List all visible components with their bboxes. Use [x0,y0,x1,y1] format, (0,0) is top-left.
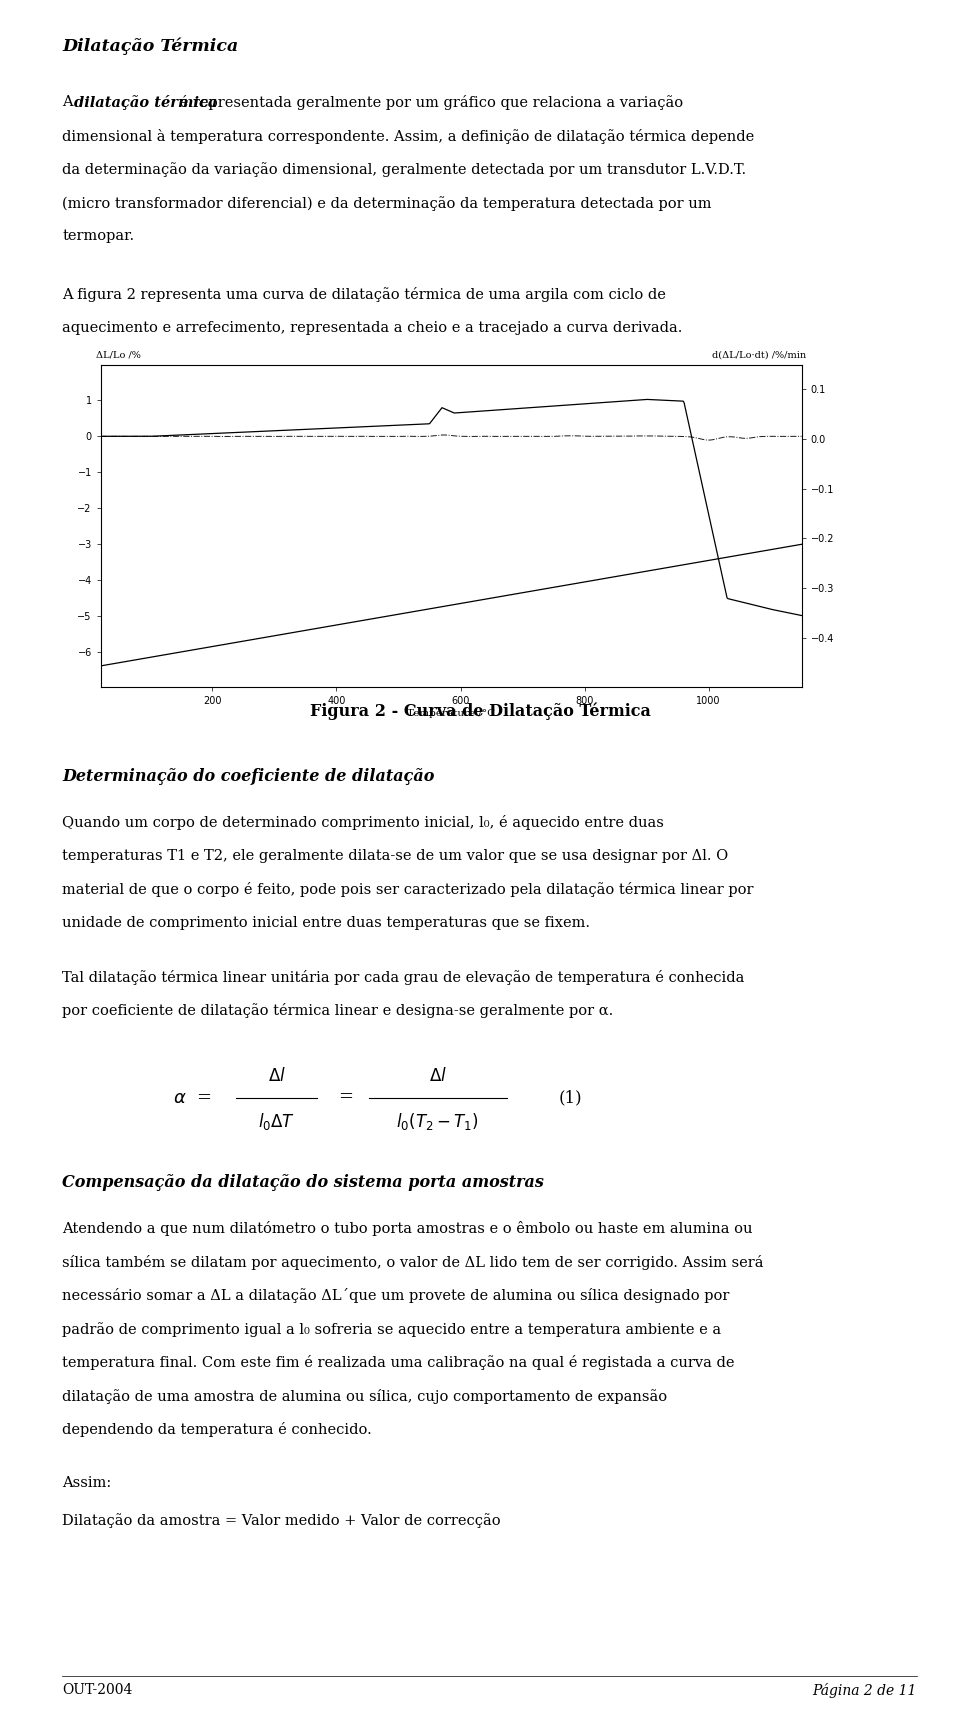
Text: aquecimento e arrefecimento, representada a cheio e a tracejado a curva derivada: aquecimento e arrefecimento, representad… [62,321,683,335]
Text: unidade de comprimento inicial entre duas temperaturas que se fixem.: unidade de comprimento inicial entre dua… [62,915,590,929]
Text: padrão de comprimento igual a l₀ sofreria se aquecido entre a temperatura ambien: padrão de comprimento igual a l₀ sofreri… [62,1322,722,1336]
Text: Página 2 de 11: Página 2 de 11 [812,1683,917,1698]
Text: dependendo da temperatura é conhecido.: dependendo da temperatura é conhecido. [62,1422,372,1437]
Text: Determinação do coeficiente de dilatação: Determinação do coeficiente de dilatação [62,767,435,785]
Text: material de que o corpo é feito, pode pois ser caracterizado pela dilatação térm: material de que o corpo é feito, pode po… [62,883,754,898]
Text: Dilatação Térmica: Dilatação Térmica [62,38,239,55]
Text: dimensional à temperatura correspondente. Assim, a definição de dilatação térmic: dimensional à temperatura correspondente… [62,129,755,144]
Text: Figura 2 - Curva de Dilatação Térmica: Figura 2 - Curva de Dilatação Térmica [309,702,651,721]
Text: Atendendo a que num dilatómetro o tubo porta amostras e o êmbolo ou haste em alu: Atendendo a que num dilatómetro o tubo p… [62,1221,753,1236]
Text: dilatação térmica: dilatação térmica [74,94,218,110]
Text: OUT-2004: OUT-2004 [62,1683,132,1696]
Text: dilatação de uma amostra de alumina ou sílica, cujo comportamento de expansão: dilatação de uma amostra de alumina ou s… [62,1389,667,1403]
Text: sílica também se dilatam por aquecimento, o valor de ΔL lido tem de ser corrigid: sílica também se dilatam por aquecimento… [62,1255,764,1269]
Text: por coeficiente de dilatação térmica linear e designa-se geralmente por α.: por coeficiente de dilatação térmica lin… [62,1003,613,1018]
Text: (1): (1) [559,1089,583,1106]
Text: (micro transformador diferencial) e da determinação da temperatura detectada por: (micro transformador diferencial) e da d… [62,196,712,211]
Text: é representada geralmente por um gráfico que relaciona a variação: é representada geralmente por um gráfico… [176,94,684,110]
Text: temperaturas T1 e T2, ele geralmente dilata-se de um valor que se usa designar p: temperaturas T1 e T2, ele geralmente dil… [62,848,729,862]
Text: necessário somar a ΔL a dilatação ΔL´que um provete de alumina ou sílica designa: necessário somar a ΔL a dilatação ΔL´que… [62,1288,730,1303]
Text: da determinação da variação dimensional, geralmente detectada por um transdutor : da determinação da variação dimensional,… [62,161,747,177]
Text: A figura 2 representa uma curva de dilatação térmica de uma argila com ciclo de: A figura 2 representa uma curva de dilat… [62,287,666,302]
Text: $\Delta l$: $\Delta l$ [429,1066,446,1085]
Text: Compensação da dilatação do sistema porta amostras: Compensação da dilatação do sistema port… [62,1174,544,1192]
Text: Tal dilatação térmica linear unitária por cada grau de elevação de temperatura é: Tal dilatação térmica linear unitária po… [62,970,745,986]
Text: $l_0(T_2 - T_1)$: $l_0(T_2 - T_1)$ [396,1111,479,1132]
Text: Dilatação da amostra = Valor medido + Valor de correcção: Dilatação da amostra = Valor medido + Va… [62,1513,501,1528]
Text: =: = [338,1089,353,1106]
Text: $\Delta l$: $\Delta l$ [268,1066,285,1085]
Text: ΔL/Lo /%: ΔL/Lo /% [96,350,141,359]
Text: Assim:: Assim: [62,1477,111,1490]
Text: temperatura final. Com este fim é realizada uma calibração na qual é registada a: temperatura final. Com este fim é realiz… [62,1355,735,1370]
Text: Quando um corpo de determinado comprimento inicial, l₀, é aquecido entre duas: Quando um corpo de determinado comprimen… [62,816,664,831]
Text: d(ΔL/Lo·dt) /%/min: d(ΔL/Lo·dt) /%/min [712,350,806,359]
Text: A: A [62,94,78,110]
X-axis label: Temperature /°C: Temperature /°C [407,709,495,718]
Text: $\alpha$  =: $\alpha$ = [173,1089,211,1106]
Text: $l_0\Delta T$: $l_0\Delta T$ [258,1111,295,1132]
Text: termopar.: termopar. [62,228,134,244]
